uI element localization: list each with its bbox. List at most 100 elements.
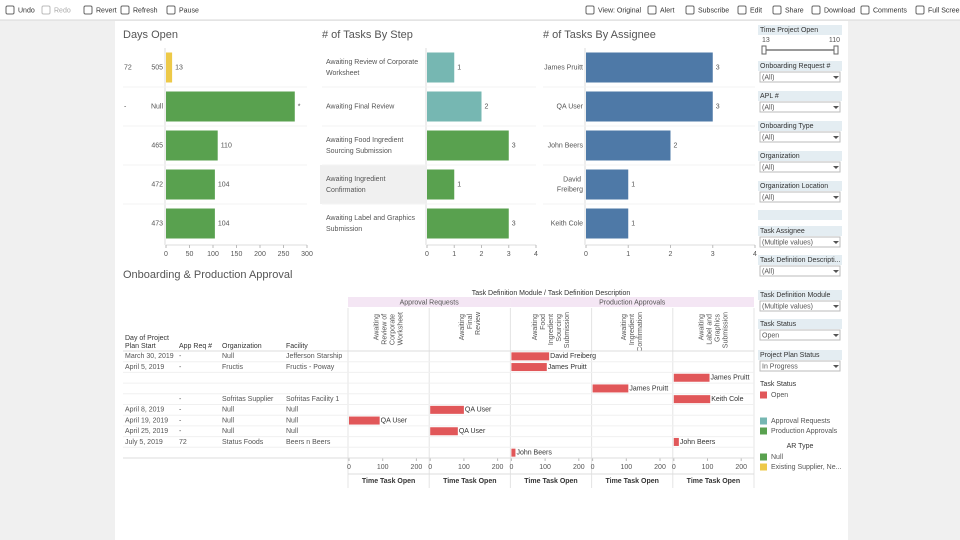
row-cell: Null bbox=[222, 428, 235, 435]
filter-dropdown[interactable]: (All) bbox=[759, 131, 841, 143]
toolbar-button[interactable]: View: Original bbox=[585, 5, 642, 15]
filter-dropdown[interactable]: Open bbox=[759, 329, 841, 341]
toolbar-button[interactable]: Alert bbox=[647, 5, 674, 15]
gantt-label: John Beers bbox=[680, 439, 716, 446]
filter-dropdown[interactable]: (Multiple values) bbox=[759, 236, 841, 248]
toolbar-icon bbox=[915, 5, 925, 15]
chart-title: Onboarding & Production Approval bbox=[123, 269, 292, 281]
gantt-bar bbox=[430, 405, 464, 414]
filter-dropdown[interactable]: (All) bbox=[759, 265, 841, 277]
bar bbox=[427, 169, 455, 200]
value-label: 2 bbox=[485, 103, 489, 110]
toolbar-button[interactable]: Revert bbox=[83, 5, 117, 15]
toolbar-label: Pause bbox=[179, 7, 199, 14]
toolbar-label: Full Screen bbox=[928, 7, 960, 14]
toolbar-label: Comments bbox=[873, 7, 907, 14]
toolbar-button[interactable]: Redo bbox=[41, 5, 71, 15]
x-tick-label: 4 bbox=[534, 251, 538, 258]
filter-label: Task Status bbox=[760, 321, 797, 328]
x-tick-label: 2 bbox=[669, 251, 673, 258]
value-label: * bbox=[298, 103, 301, 110]
toolbar-button[interactable]: Full Screen bbox=[915, 5, 960, 15]
category-label: Null bbox=[151, 103, 164, 110]
dropdown-box bbox=[759, 161, 841, 173]
value-label: 1 bbox=[631, 181, 635, 188]
toolbar-button[interactable]: Refresh bbox=[120, 5, 158, 15]
toolbar-icon bbox=[737, 5, 747, 15]
dropdown-value: (Multiple values) bbox=[762, 303, 813, 310]
row-group-label: 72 bbox=[124, 64, 132, 71]
filter-label: Time Project Open bbox=[760, 27, 818, 34]
toolbar-icon bbox=[166, 5, 176, 15]
legend-swatch bbox=[760, 427, 767, 435]
legend-swatch bbox=[760, 463, 767, 471]
row-cell: Null bbox=[222, 417, 235, 424]
filter-dropdown[interactable]: (Multiple values) bbox=[759, 300, 841, 312]
category-label: John Beers bbox=[548, 142, 584, 149]
dropdown-arrow bbox=[833, 196, 839, 199]
category-label: 505 bbox=[151, 64, 163, 71]
legend-swatch bbox=[760, 391, 767, 399]
column-header: Awaiting Ingredient Confirmation bbox=[621, 312, 644, 352]
toolbar-button[interactable]: Subscribe bbox=[685, 5, 729, 15]
x-tick-label: 100 bbox=[207, 251, 219, 258]
range-max: 110 bbox=[829, 37, 840, 44]
filter-dropdown[interactable]: (All) bbox=[759, 101, 841, 113]
slider-handle[interactable] bbox=[833, 45, 839, 55]
filter-label: Organization Location bbox=[760, 183, 828, 190]
toolbar-button[interactable]: Share bbox=[772, 5, 804, 15]
toolbar-icon bbox=[860, 5, 870, 15]
toolbar-button[interactable]: Pause bbox=[166, 5, 199, 15]
category-label: David Freiberg bbox=[557, 176, 583, 193]
category-label: Awaiting Final Review bbox=[326, 103, 395, 110]
column-header: Awaiting Label and Graphics Submission bbox=[698, 312, 729, 348]
module-label: Approval Requests bbox=[400, 299, 460, 306]
value-label: 1 bbox=[631, 220, 635, 227]
dropdown-value: (All) bbox=[762, 268, 774, 275]
filter-label: APL # bbox=[760, 93, 779, 100]
filter-label: Onboarding Type bbox=[760, 123, 814, 130]
filter-label: Task Assignee bbox=[760, 228, 805, 235]
x-tick-label: 200 bbox=[254, 251, 266, 258]
row-cell: Beers n Beers bbox=[286, 439, 331, 446]
filter-dropdown[interactable]: (All) bbox=[759, 71, 841, 83]
toolbar-button[interactable]: Edit bbox=[737, 5, 762, 15]
filter-header bbox=[758, 61, 842, 71]
filter-header bbox=[758, 350, 842, 360]
dropdown-box bbox=[759, 265, 841, 277]
filter-dropdown[interactable]: (All) bbox=[759, 191, 841, 203]
toolbar-button[interactable]: Comments bbox=[860, 5, 907, 15]
toolbar-icon bbox=[811, 5, 821, 15]
value-label: 3 bbox=[716, 64, 720, 71]
gantt-label: James Pruitt bbox=[548, 364, 587, 371]
slider-handle[interactable] bbox=[761, 45, 767, 55]
legend-title: Task Status bbox=[760, 381, 797, 388]
bar bbox=[427, 208, 509, 239]
row-cell: 72 bbox=[179, 439, 187, 446]
x-axis-title: Time Task Open bbox=[443, 478, 496, 485]
filter-dropdown[interactable]: In Progress bbox=[759, 360, 841, 372]
filter-dropdown[interactable]: (All) bbox=[759, 161, 841, 173]
row-cell: July 5, 2019 bbox=[125, 439, 163, 446]
dropdown-arrow bbox=[833, 166, 839, 169]
x-tick-label: 1 bbox=[452, 251, 456, 258]
row-cell: Status Foods bbox=[222, 439, 264, 446]
toolbar-label: Share bbox=[785, 7, 804, 14]
toolbar-icon bbox=[685, 5, 695, 15]
dropdown-box bbox=[759, 360, 841, 372]
toolbar-button[interactable]: Download bbox=[811, 5, 855, 15]
filter-label: Task Definition Module bbox=[760, 292, 831, 299]
row-cell: - bbox=[179, 428, 182, 435]
gantt-bar bbox=[511, 363, 547, 372]
dropdown-value: Open bbox=[762, 332, 779, 339]
legend-label: Null bbox=[771, 454, 784, 461]
column-header-title: Task Definition Module / Task Definition… bbox=[472, 290, 631, 297]
module-label: Production Approvals bbox=[599, 299, 666, 306]
toolbar-button[interactable]: Undo bbox=[5, 5, 35, 15]
blank-box bbox=[758, 210, 842, 220]
bar bbox=[166, 52, 173, 83]
toolbar-label: Alert bbox=[660, 7, 674, 14]
row-cell: April 5, 2019 bbox=[125, 364, 164, 371]
legend-label: Open bbox=[771, 392, 788, 399]
